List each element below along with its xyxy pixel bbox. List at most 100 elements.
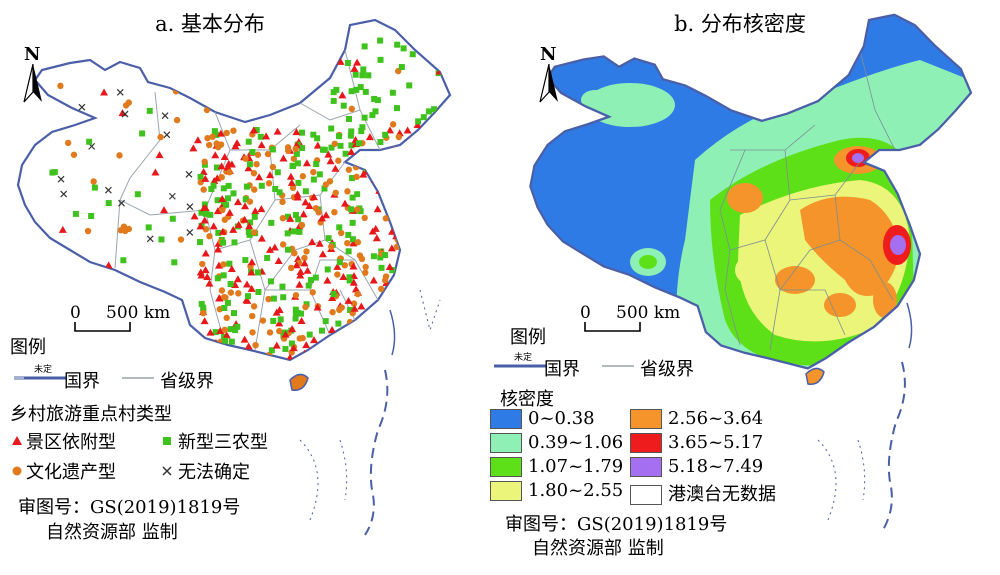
village-marker <box>225 208 234 216</box>
village-marker <box>134 191 141 198</box>
village-marker <box>384 183 391 190</box>
village-marker <box>220 293 228 301</box>
village-marker <box>202 210 209 217</box>
village-marker <box>242 196 249 203</box>
village-marker <box>340 102 347 109</box>
village-marker <box>357 208 364 215</box>
village-marker <box>296 268 305 276</box>
village-marker <box>249 312 256 320</box>
village-marker <box>365 133 374 141</box>
village-marker <box>160 206 169 214</box>
village-marker <box>242 155 249 162</box>
village-marker <box>302 159 311 167</box>
village-marker <box>310 336 319 344</box>
village-marker <box>116 152 123 159</box>
village-marker <box>206 233 213 240</box>
village-marker <box>298 221 306 229</box>
village-marker <box>201 201 208 208</box>
village-marker <box>33 248 42 256</box>
south-china-sea-islands <box>289 289 441 536</box>
village-marker <box>205 141 213 149</box>
village-marker <box>197 271 206 279</box>
village-marker <box>211 151 220 159</box>
village-marker <box>338 229 345 237</box>
village-marker <box>72 210 79 217</box>
village-marker <box>384 350 391 357</box>
china-map-density <box>529 13 973 531</box>
village-marker <box>335 133 342 140</box>
village-marker <box>193 136 202 144</box>
village-marker <box>196 222 205 230</box>
village-marker <box>371 95 378 102</box>
village-marker <box>158 236 165 243</box>
village-marker <box>229 225 238 233</box>
village-marker <box>284 213 291 220</box>
village-marker <box>369 276 378 284</box>
village-marker <box>265 245 274 253</box>
village-marker <box>287 178 296 186</box>
village-marker <box>331 339 340 347</box>
village-marker <box>348 206 355 213</box>
village-marker <box>379 153 387 161</box>
village-marker <box>265 295 272 303</box>
village-marker <box>377 310 386 318</box>
village-marker <box>276 327 283 335</box>
village-marker <box>359 124 366 131</box>
village-marker <box>347 335 354 342</box>
village-marker <box>218 174 225 181</box>
village-marker <box>357 84 364 91</box>
village-marker <box>116 88 124 96</box>
village-marker <box>197 352 204 359</box>
south-china-sea-islands-b <box>805 302 913 531</box>
village-marker <box>276 189 283 196</box>
village-marker <box>350 300 358 307</box>
village-marker <box>313 141 322 149</box>
village-marker <box>428 43 435 50</box>
swatch-4 <box>630 409 662 429</box>
village-marker <box>350 64 359 72</box>
swatch-0 <box>490 409 522 429</box>
village-marker <box>378 172 385 179</box>
village-marker <box>389 180 396 188</box>
panel-basic-distribution: a. 基本分布 N 0 500 km 图例 未定 国界 省级界 乡村旅游重点村类… <box>10 12 452 543</box>
village-marker <box>354 239 362 246</box>
village-marker <box>354 290 361 298</box>
village-marker <box>361 348 370 356</box>
village-marker <box>291 249 298 257</box>
village-marker <box>206 328 215 336</box>
china-map-points <box>16 18 452 536</box>
village-marker <box>344 188 351 195</box>
village-marker <box>146 107 153 114</box>
village-marker <box>292 211 299 218</box>
supervisor-note-b: 自然资源部 监制 <box>532 538 664 559</box>
village-marker <box>212 329 219 336</box>
village-marker <box>394 41 401 48</box>
provincial-boundary-label-b: 省级界 <box>640 359 694 380</box>
village-marker <box>251 213 258 220</box>
village-marker <box>213 207 222 215</box>
village-marker <box>394 277 403 285</box>
village-marker <box>302 188 309 195</box>
village-marker <box>242 296 251 304</box>
village-marker <box>299 334 306 342</box>
swatch-2 <box>490 457 522 477</box>
village-marker <box>292 292 300 299</box>
village-marker <box>347 306 354 313</box>
village-marker <box>301 254 308 262</box>
village-marker <box>28 228 37 236</box>
village-marker <box>209 222 218 230</box>
village-marker <box>269 163 277 171</box>
village-marker <box>318 327 325 334</box>
village-types-title: 乡村旅游重点村类型 <box>10 404 172 425</box>
village-marker <box>245 138 252 145</box>
north-arrow-icon-b <box>539 64 558 103</box>
village-marker <box>201 266 210 274</box>
village-marker <box>284 230 291 237</box>
village-marker <box>390 166 399 174</box>
scale-zero-b: 0 <box>580 303 591 323</box>
national-boundary-symbol-b <box>494 364 546 368</box>
village-marker <box>125 99 132 106</box>
village-marker <box>200 216 209 224</box>
village-marker <box>381 167 388 174</box>
village-marker <box>335 157 342 164</box>
